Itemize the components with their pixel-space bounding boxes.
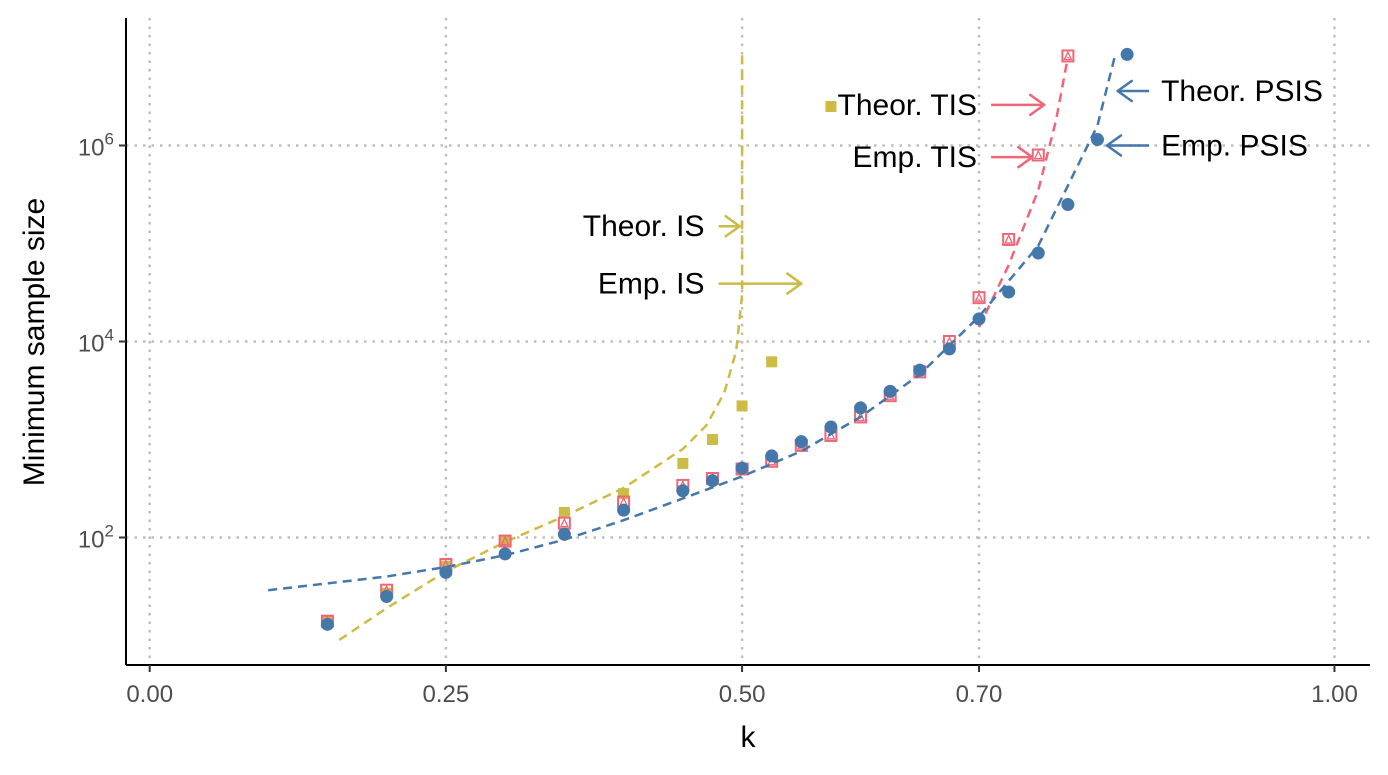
theor-tis-arrow-head	[1028, 93, 1046, 117]
emp-psis-points	[320, 47, 1134, 631]
x-axis-title: k	[741, 721, 757, 754]
y-tick-exponent: 4	[105, 326, 114, 345]
emp-tis-arrow-head	[1017, 145, 1034, 169]
emp-psis-point	[824, 420, 838, 434]
emp-is-point	[766, 356, 778, 368]
y-tick-label: 106	[78, 130, 114, 162]
emp-psis-point	[439, 565, 453, 579]
emp-is-point	[499, 535, 511, 547]
emp-psis-point	[913, 363, 927, 377]
emp-is-label: Emp. IS	[598, 268, 705, 301]
x-tick-label: 0.50	[719, 681, 766, 708]
emp-psis-label: Emp. PSIS	[1161, 130, 1308, 163]
emp-tis-point-triangle	[559, 517, 569, 528]
theor-is-arrow-head	[724, 214, 741, 238]
emp-psis-point	[498, 547, 512, 561]
emp-psis-point	[617, 503, 631, 517]
emp-psis-point	[1120, 47, 1134, 61]
emp-tis-label: Emp. TIS	[853, 141, 977, 174]
x-tick-label: 0.70	[956, 681, 1003, 708]
y-tick-label: 104	[78, 326, 114, 358]
theor-psis-label: Theor. PSIS	[1161, 75, 1323, 108]
y-tick-label: 102	[78, 521, 114, 553]
annotations: Theor. TIS Emp. TIS Theor. IS Emp. IS Theor.…	[583, 75, 1323, 301]
emp-psis-point	[320, 617, 334, 631]
y-axis-title: Minimum sample size	[18, 198, 51, 486]
emp-psis-point	[1031, 246, 1045, 260]
y-tick-exponent: 6	[105, 130, 114, 149]
emp-psis-point	[1061, 198, 1075, 212]
emp-psis-point	[676, 484, 690, 498]
y-tick-base: 10	[78, 526, 105, 553]
emp-psis-point	[794, 435, 808, 449]
theor-tis-label: Theor. TIS	[838, 89, 978, 122]
x-tick-label: 0.00	[126, 681, 173, 708]
emp-tis-point-triangle	[1004, 233, 1014, 244]
emp-tis-point-triangle	[974, 292, 984, 302]
x-tick-label: 0.25	[423, 681, 470, 708]
x-tick-label: 1.00	[1311, 681, 1358, 708]
theor-tis-curve	[977, 56, 1070, 328]
y-tick-exponent: 2	[105, 521, 114, 540]
emp-is-arrow-head	[786, 272, 803, 295]
y-tick-base: 10	[78, 331, 105, 358]
emp-psis-point	[735, 461, 749, 475]
emp-psis-point	[972, 312, 986, 326]
emp-is-point	[706, 433, 718, 445]
emp-tis-point-triangle	[500, 535, 510, 546]
emp-tis-point-triangle	[1063, 50, 1073, 61]
emp-tis-point-triangle	[1033, 149, 1043, 160]
emp-is-point	[558, 506, 570, 518]
emp-psis-point	[1091, 133, 1105, 147]
theor-is-label: Theor. IS	[583, 210, 705, 243]
emp-is-point	[736, 400, 748, 412]
emp-psis-point	[942, 342, 956, 356]
grid	[126, 18, 1370, 665]
emp-is-point	[618, 488, 630, 500]
theor-psis-arrow-head	[1116, 79, 1133, 103]
plot-area	[268, 47, 1134, 642]
emp-is-point	[677, 457, 689, 469]
emp-is-point	[825, 101, 837, 113]
theor-is-curve	[338, 52, 744, 642]
emp-psis-point	[1002, 285, 1016, 299]
emp-psis-point	[854, 401, 868, 415]
theor-psis-curve	[268, 54, 1117, 592]
emp-psis-arrow-head	[1105, 134, 1123, 157]
emp-psis-point	[705, 474, 719, 488]
emp-psis-point	[765, 449, 779, 463]
emp-psis-point	[380, 590, 394, 604]
y-tick-base: 10	[78, 135, 105, 162]
